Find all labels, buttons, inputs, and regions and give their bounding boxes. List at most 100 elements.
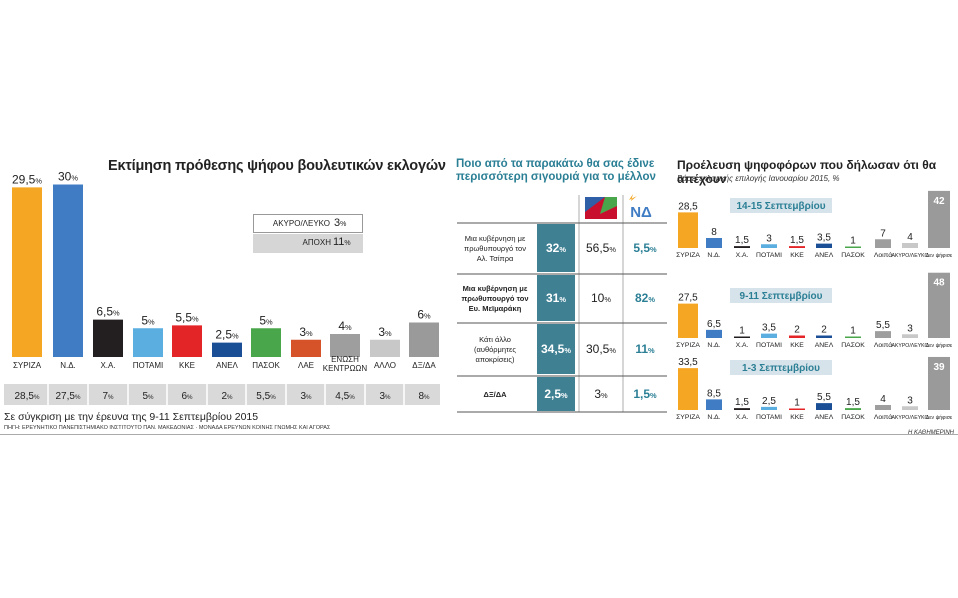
bar-value-label: 3	[907, 395, 913, 406]
category-label: Δεν ψήφισε	[926, 342, 953, 349]
legend-row-invalid: ΑΚΥΡΟ/ΛΕΥΚΟ 3%	[253, 214, 363, 233]
bar	[734, 336, 750, 338]
row-label: (αυθόρμητες	[474, 345, 516, 354]
nd-value: 5,5%	[633, 241, 657, 255]
category-label: Ν.Δ.	[707, 252, 720, 259]
bar-value-label: 8	[711, 227, 717, 238]
category-label: ΣΥΡΙΖΑ	[676, 414, 700, 421]
bar-value-label: 2	[821, 325, 827, 336]
previous-value-label: 4,5%	[335, 391, 355, 402]
category-label: ΑΝΕΛ	[815, 342, 834, 349]
bar	[133, 328, 163, 357]
row-label: πρωθυπουργό τον	[464, 244, 526, 253]
bar-value-label: 5,5	[876, 320, 890, 331]
bar-value-label: 5%	[141, 313, 155, 327]
total-value: 32%	[546, 241, 566, 255]
bar-value-label: 1	[794, 398, 800, 409]
bar	[902, 243, 918, 248]
legend-value: 11%	[333, 236, 351, 248]
bar-value-label: 3,5	[817, 233, 831, 244]
bar-value-label: 4%	[338, 319, 352, 333]
bar	[53, 184, 83, 357]
bar	[902, 406, 918, 410]
category-label: ΚΕΝΤΡΩΩΝ	[323, 364, 368, 373]
category-label: ΑΚΥΡΟ/ΛΕΥΚΟ	[891, 343, 928, 349]
bar	[212, 342, 242, 357]
bar	[370, 339, 400, 357]
category-label: ΣΥΡΙΖΑ	[676, 342, 700, 349]
bar-value-label: 6%	[417, 308, 431, 322]
bar	[928, 272, 950, 338]
category-label: ΚΚΕ	[790, 414, 804, 421]
bar-value-label: 29,5%	[12, 172, 42, 186]
legend-label: ΑΚΥΡΟ/ΛΕΥΚΟ	[272, 219, 330, 228]
category-label: Ν.Δ.	[707, 342, 720, 349]
bar-value-label: 1	[850, 236, 856, 247]
category-label: ΠΟΤΑΜΙ	[756, 252, 782, 259]
category-label: ΠΑΣΟΚ	[841, 342, 865, 349]
abstainers-origin-chart: 14-15 Σεπτεμβρίου28,5ΣΥΡΙΖΑ8Ν.Δ.1,5Χ.Α.3…	[676, 190, 953, 421]
category-label: ΠΑΣΟΚ	[841, 252, 865, 259]
bar-value-label: 7	[880, 228, 886, 239]
category-label: Χ.Α.	[736, 252, 749, 259]
category-label: Ν.Δ.	[707, 414, 720, 421]
bar	[12, 187, 42, 357]
bar-value-label: 1	[739, 326, 745, 337]
category-label: ΠΑΣΟΚ	[252, 361, 280, 370]
bar-value-label: 3,5	[762, 323, 776, 334]
bar-value-label: 5,5%	[175, 310, 199, 324]
svg-text:ΝΔ: ΝΔ	[630, 204, 652, 221]
bar-value-label: 1,5	[735, 235, 749, 246]
bar-value-label: 8,5	[707, 388, 721, 399]
bar	[816, 403, 832, 410]
left-chart-title: Εκτίμηση πρόθεσης ψήφου βουλευτικών εκλο…	[108, 158, 446, 174]
bar-value-label: 28,5	[678, 201, 698, 212]
syriza-flag-icon	[585, 197, 617, 219]
bar	[706, 399, 722, 410]
category-label: ΑΝΕΛ	[216, 361, 238, 370]
bar	[93, 319, 123, 357]
bar	[816, 335, 832, 338]
category-label: ΠΟΤΑΜΙ	[756, 414, 782, 421]
period-label: 14-15 Σεπτεμβρίου	[730, 198, 832, 213]
period-label: 1-3 Σεπτεμβρίου	[730, 360, 832, 375]
row-label: Μια κυβέρνηση με	[463, 284, 528, 293]
bottom-rule	[0, 434, 958, 435]
bar-value-label: 2,5	[762, 396, 776, 407]
category-label: ΠΟΤΑΜΙ	[133, 361, 164, 370]
bar	[902, 334, 918, 338]
total-cell	[537, 224, 575, 272]
syriza-value: 30,5%	[586, 342, 616, 356]
bar	[761, 406, 777, 410]
bar	[845, 336, 861, 338]
category-label: Λοιπά	[874, 341, 892, 349]
svg-text:9-11 Σεπτεμβρίου: 9-11 Σεπτεμβρίου	[740, 291, 823, 302]
category-label: Δεν ψήφισε	[926, 252, 953, 259]
bar-value-label: 4	[880, 394, 886, 405]
bar	[409, 322, 439, 357]
bar	[330, 334, 360, 357]
period-label: 9-11 Σεπτεμβρίου	[730, 288, 832, 303]
bar-value-label: 1	[850, 326, 856, 337]
total-cell	[537, 275, 575, 321]
legend-box: ΑΚΥΡΟ/ΛΕΥΚΟ 3% ΑΠΟΧΗ 11%	[253, 214, 363, 254]
bar-value-label: 27,5	[678, 293, 698, 304]
comparison-note: Σε σύγκριση με την έρευνα της 9-11 Σεπτε…	[4, 411, 259, 423]
source-note: ΠΗΓΗ: ΕΡΕΥΝΗΤΙΚΟ ΠΑΝΕΠΙΣΤΗΜΙΑΚΟ ΙΝΣΤΙΤΟΥ…	[4, 425, 331, 431]
bar	[734, 408, 750, 410]
category-label: ΣΥΡΙΖΑ	[676, 252, 700, 259]
bar	[251, 328, 281, 357]
category-label: ΑΚΥΡΟ/ΛΕΥΚΟ	[891, 253, 928, 259]
bar	[678, 368, 698, 410]
category-label: Λοιπά	[874, 251, 892, 259]
bar	[678, 303, 698, 338]
category-label: ΑΝΕΛ	[815, 252, 834, 259]
bar	[789, 246, 805, 248]
nd-value: 1,5%	[633, 387, 657, 401]
syriza-value: 10%	[591, 291, 611, 305]
category-label: ΣΥΡΙΖΑ	[13, 361, 42, 370]
category-label: Χ.Α.	[100, 361, 115, 370]
bar	[706, 329, 722, 338]
bar	[761, 244, 777, 248]
bar	[706, 238, 722, 248]
